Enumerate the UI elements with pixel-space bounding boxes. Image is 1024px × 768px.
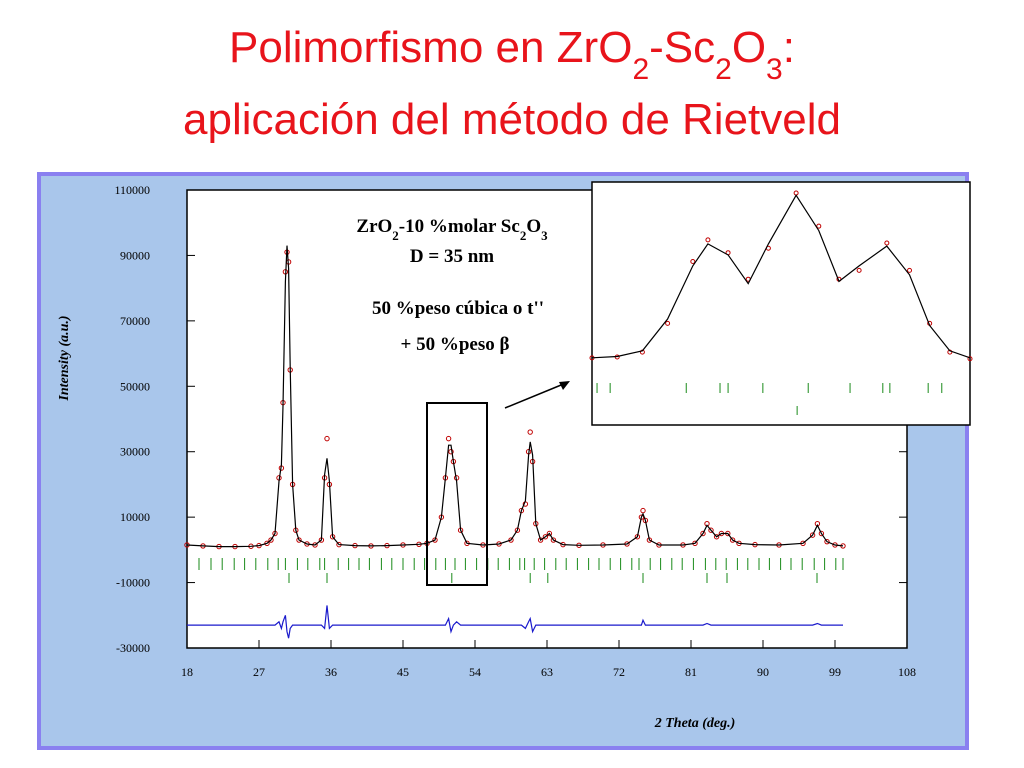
arrow [504, 382, 567, 409]
y-tick-label: 50000 [120, 379, 150, 393]
arrow-head [559, 381, 570, 390]
observed-point [542, 534, 549, 540]
observed-point [816, 223, 822, 229]
main-chart: -30000 -10000 10000 30000 50000 70000 90000 110… [57, 183, 916, 731]
y-tick-label: -10000 [116, 576, 150, 590]
observed-point [665, 320, 671, 326]
observed-point [705, 237, 711, 243]
text-part: -Sc [649, 23, 715, 72]
x-tick-label: 90 [757, 665, 769, 679]
observed-point [268, 537, 274, 543]
x-tick-label: 63 [541, 665, 553, 679]
observed-point [818, 530, 825, 537]
formula: ZrO2-10 %molar Sc2O3 [356, 216, 548, 243]
subscript: 2 [715, 53, 732, 86]
y-tick-label: 30000 [120, 445, 150, 459]
annotation: + 50 %peso β [401, 334, 510, 355]
observed-point [690, 259, 696, 265]
subscript: 2 [632, 53, 649, 86]
annotation: 50 %peso cúbica o t'' [372, 298, 544, 319]
subscript: 2 [392, 228, 399, 243]
subscript: 2 [520, 228, 527, 243]
observed-point [967, 356, 973, 362]
series-line [591, 194, 971, 359]
observed-point [527, 429, 533, 435]
observed-point [824, 538, 830, 545]
inset-area [591, 181, 971, 426]
observed-point [324, 435, 330, 442]
observed-point [448, 449, 454, 455]
text-part: : [783, 23, 795, 72]
observed-point [809, 532, 816, 538]
observed-point [445, 435, 452, 442]
x-tick-label: 45 [397, 665, 409, 679]
y-axis-label: Intensity (a.u.) [57, 315, 72, 401]
y-tick-label: -30000 [116, 641, 150, 655]
observed-point [700, 530, 706, 537]
observed-point [907, 267, 913, 273]
x-tick-label: 81 [685, 665, 697, 679]
observed-point [884, 240, 890, 246]
subscript: 3 [541, 228, 548, 243]
observed-point [508, 537, 514, 543]
x-tick-label: 18 [181, 665, 193, 679]
text-part: Polimorfismo en ZrO [229, 23, 632, 72]
observed-point [296, 537, 302, 543]
observed-point [550, 537, 557, 543]
series-line [186, 245, 844, 548]
y-tick-label: 110000 [114, 183, 150, 197]
observed-point [537, 537, 544, 543]
x-tick-label: 72 [613, 665, 625, 679]
text-part: O [732, 23, 766, 72]
observed-point [713, 534, 720, 540]
title-line2: aplicación del método de Rietveld [183, 95, 841, 144]
title-line1: Polimorfismo en ZrO2-Sc2O3: [229, 23, 795, 86]
observed-point [856, 267, 862, 273]
series-line [187, 605, 843, 639]
x-tick-label: 36 [325, 665, 337, 679]
x-tick-label: 99 [829, 665, 841, 679]
x-tick-label: 27 [253, 665, 265, 679]
subscript: 3 [766, 53, 783, 86]
x-tick-label: 108 [898, 665, 916, 679]
observed-point [729, 537, 736, 543]
observed-point [546, 530, 553, 537]
y-tick-label: 10000 [120, 510, 150, 524]
annotation: D = 35 nm [410, 246, 494, 267]
x-axis-label: 2 Theta (deg.) [654, 716, 735, 731]
y-tick-label: 90000 [120, 248, 150, 262]
text-part: O [526, 216, 541, 237]
y-tick-label: 70000 [120, 314, 150, 328]
zoom-box [426, 402, 488, 586]
x-tick-label: 54 [469, 665, 481, 679]
text-part: -10 %molar Sc [399, 216, 520, 237]
observed-point [708, 527, 714, 533]
text-part: ZrO [356, 216, 392, 237]
inset-chart [589, 190, 973, 415]
